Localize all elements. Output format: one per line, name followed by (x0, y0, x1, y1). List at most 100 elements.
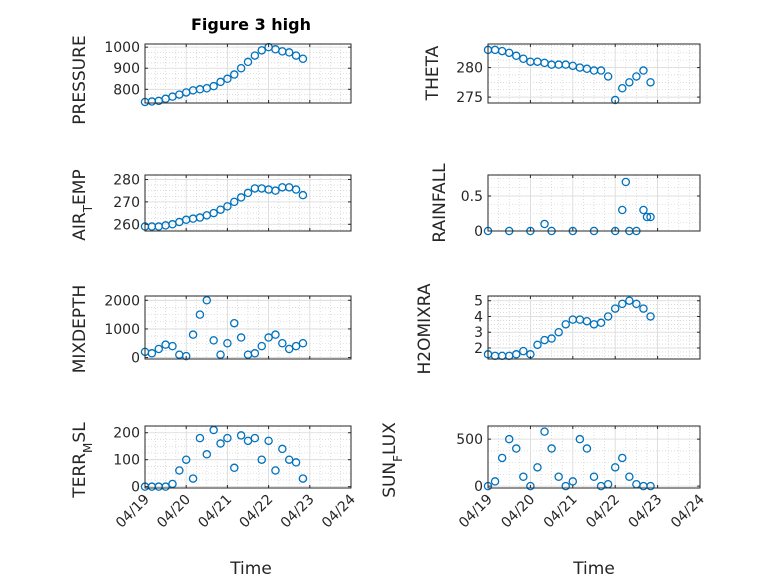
data-point (610, 95, 620, 105)
y-axis-label: MIXDEPTH (70, 285, 90, 374)
data-point (621, 177, 631, 187)
data-point (561, 320, 570, 329)
data-point (236, 63, 246, 73)
data-point (209, 81, 218, 91)
data-point (547, 334, 556, 343)
x-axis-label-right: Time (572, 559, 615, 579)
data-point (236, 431, 246, 440)
y-axis-label: SUNFLUX (380, 422, 405, 498)
data-point (216, 205, 225, 214)
y-tick-label: 500 (456, 432, 483, 448)
data-point (181, 351, 191, 361)
data-point (230, 197, 239, 207)
x-tick-label: 04/21 (195, 492, 235, 532)
data-point (533, 463, 542, 472)
data-point (646, 481, 655, 491)
y-tick-label: 275 (456, 90, 483, 106)
data-point (646, 212, 655, 222)
data-point (209, 208, 218, 218)
x-axis-label-left: Time (229, 559, 272, 579)
data-point (504, 434, 514, 444)
data-point (639, 66, 648, 75)
data-point (575, 434, 585, 444)
data-point (291, 341, 301, 351)
panel-mixdepth: 0 1000 2000 MIXDEPTH (70, 285, 352, 374)
data-point (264, 436, 273, 446)
data-point (223, 338, 232, 348)
data-point (291, 185, 301, 194)
y-tick-label: 2000 (104, 293, 140, 309)
y-tick-label: 200 (113, 426, 140, 442)
data-point (589, 472, 599, 481)
axes-frame (487, 43, 701, 104)
x-tick-label: 04/20 (154, 492, 194, 532)
figure-title: Figure 3 high (191, 15, 311, 34)
y-tick-label: 280 (113, 172, 140, 188)
data-point (147, 349, 157, 358)
data-point (610, 304, 620, 313)
data-point (603, 72, 613, 81)
axes-frame (144, 425, 352, 489)
data-point (504, 48, 514, 58)
data-point (618, 84, 627, 93)
data-point (243, 57, 253, 67)
x-tick-label: 04/19 (113, 492, 153, 532)
data-point (519, 54, 528, 64)
data-point (202, 296, 212, 305)
data-point (188, 474, 198, 483)
data-point (168, 341, 177, 351)
data-point (519, 346, 528, 356)
data-point (618, 205, 627, 215)
data-point (298, 54, 308, 64)
y-tick-label: 0 (131, 351, 140, 367)
data-point (195, 310, 205, 319)
data-point (236, 193, 246, 202)
data-point (250, 433, 260, 443)
data-point (519, 472, 528, 481)
data-point (223, 433, 232, 443)
data-point (582, 316, 592, 326)
y-tick-label: 270 (113, 195, 140, 211)
data-point (603, 312, 613, 321)
data-point (533, 340, 542, 350)
data-point (291, 51, 301, 60)
plot-area (145, 296, 351, 359)
data-point (271, 186, 280, 195)
y-axis-label: AIRTEMP (70, 169, 95, 240)
data-point (639, 304, 648, 313)
y-tick-label: 0 (474, 224, 483, 240)
data-point (188, 330, 198, 339)
axes-frame (144, 174, 352, 232)
x-tick-label: 04/22 (583, 492, 623, 532)
data-point (257, 341, 266, 351)
panel-pressure: 800 900 1000 PRESSURE (70, 35, 352, 125)
data-point (175, 466, 184, 475)
data-point (250, 349, 260, 358)
data-point (181, 455, 191, 464)
data-point (257, 46, 266, 55)
data-point (209, 336, 218, 345)
x-tick-label: 04/23 (626, 492, 666, 532)
axes-frame (487, 295, 701, 360)
data-point (618, 453, 627, 463)
data-point (540, 219, 549, 229)
y-tick-label: 900 (113, 61, 140, 77)
data-point (554, 327, 563, 337)
data-point (646, 78, 655, 87)
data-point (639, 205, 648, 215)
data-point (291, 458, 301, 467)
x-tick-label: 04/21 (541, 492, 581, 532)
data-point (642, 212, 652, 222)
data-point (596, 318, 606, 328)
data-point (554, 472, 563, 481)
data-point (230, 318, 239, 328)
data-point (582, 444, 592, 453)
panel-air_temp: 260 270 280 AIRTEMP (70, 169, 352, 241)
data-point (271, 466, 280, 475)
data-point (512, 350, 521, 359)
panel-rainfall: 0 0.5 RAINFALL (430, 163, 701, 243)
data-point (561, 481, 570, 491)
